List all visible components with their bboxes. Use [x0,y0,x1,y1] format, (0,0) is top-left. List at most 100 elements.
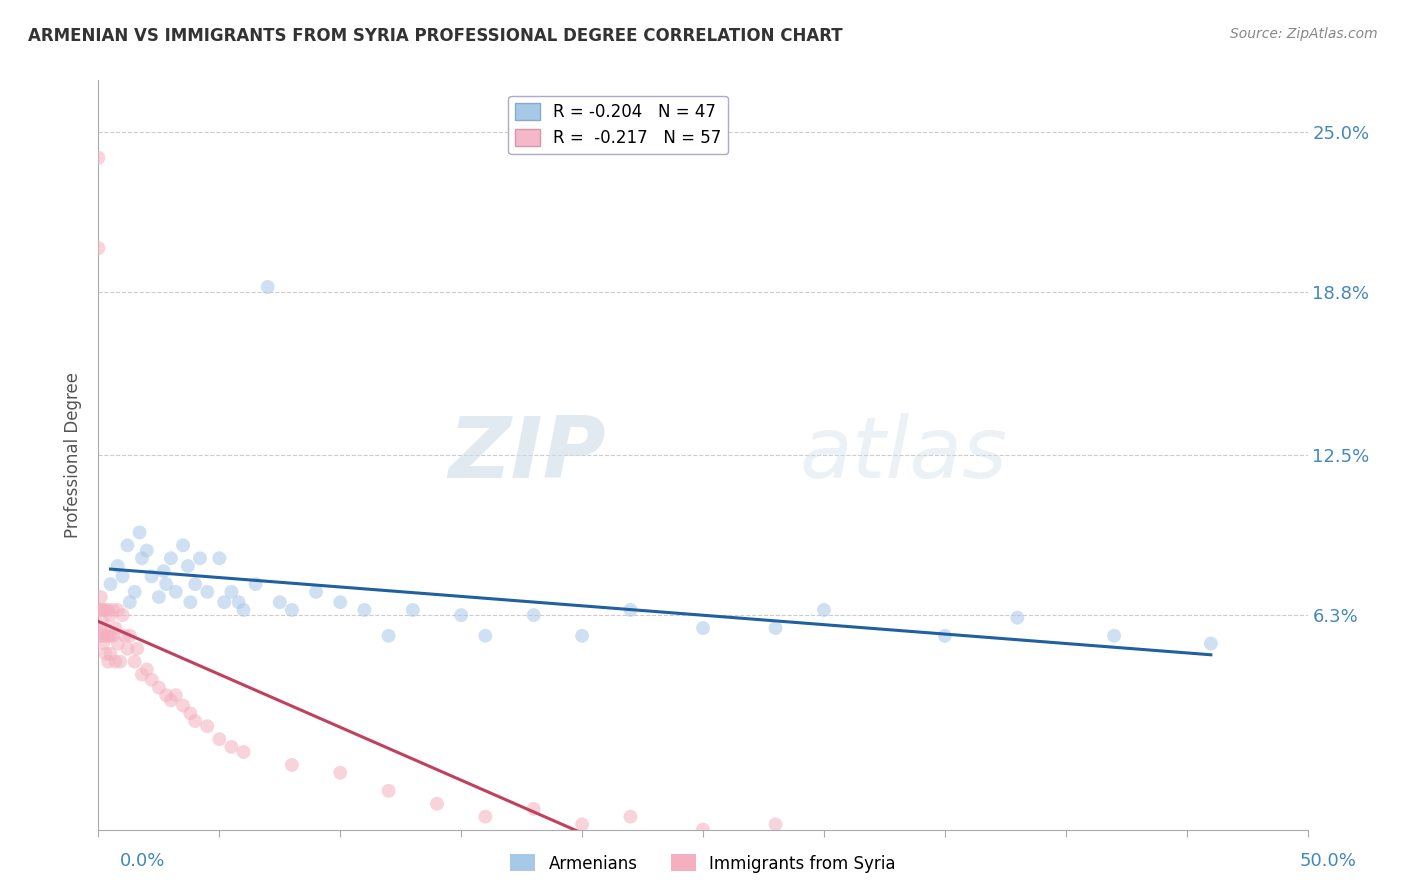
Point [184,714,207,728]
Point [1199,636,1222,650]
Point [91,603,114,617]
Point [101,603,124,617]
Point [523,608,546,623]
Point [228,595,250,609]
Text: ARMENIAN VS IMMIGRANTS FROM SYRIA PROFESSIONAL DEGREE CORRELATION CHART: ARMENIAN VS IMMIGRANTS FROM SYRIA PROFES… [28,27,842,45]
Point [117,641,139,656]
Point [118,629,141,643]
Legend: Armenians, Immigrants from Syria: Armenians, Immigrants from Syria [503,847,903,880]
Point [208,551,231,566]
Point [135,662,157,676]
Point [619,810,641,824]
Point [94,629,117,643]
Text: atlas: atlas [800,413,1008,497]
Point [571,817,593,831]
Point [172,538,194,552]
Point [94,647,117,661]
Point [1007,610,1029,624]
Point [128,525,150,540]
Point [107,603,129,617]
Point [232,603,254,617]
Point [91,629,114,643]
Legend: R = -0.204   N = 47, R =  -0.217   N = 57: R = -0.204 N = 47, R = -0.217 N = 57 [509,96,728,154]
Point [100,647,122,661]
Point [127,641,149,656]
Point [155,577,177,591]
Point [619,603,641,617]
Point [232,745,254,759]
Point [160,551,183,566]
Point [124,585,146,599]
Point [571,629,593,643]
Point [1102,629,1125,643]
Point [172,698,194,713]
Point [94,603,117,617]
Point [329,765,352,780]
Point [101,629,124,643]
Point [148,590,170,604]
Point [104,621,127,635]
Point [184,577,207,591]
Text: ZIP: ZIP [449,413,606,497]
Point [765,817,787,831]
Point [765,621,787,635]
Text: 0.0%: 0.0% [120,852,165,870]
Point [179,706,201,721]
Point [692,822,714,837]
Point [141,673,163,687]
Point [160,693,183,707]
Point [117,538,139,552]
Point [305,585,328,599]
Point [165,688,187,702]
Point [179,595,201,609]
Point [107,636,129,650]
Point [148,681,170,695]
Point [114,629,136,643]
Point [104,655,127,669]
Point [87,151,110,165]
Text: Source: ZipAtlas.com: Source: ZipAtlas.com [1230,27,1378,41]
Point [329,595,352,609]
Point [692,621,714,635]
Point [87,603,110,617]
Point [195,585,218,599]
Point [208,732,231,747]
Point [188,551,211,566]
Point [100,577,122,591]
Point [281,758,304,772]
Point [256,280,278,294]
Point [124,655,146,669]
Point [934,629,956,643]
Point [221,739,243,754]
Point [195,719,218,733]
Point [97,655,120,669]
Point [87,241,110,255]
Point [91,615,114,630]
Point [111,569,134,583]
Point [450,608,472,623]
Point [107,559,129,574]
Point [377,629,399,643]
Point [111,608,134,623]
Point [90,590,112,604]
Point [474,810,496,824]
Point [813,603,835,617]
Point [221,585,243,599]
Point [353,603,375,617]
Point [177,559,200,574]
Point [402,603,425,617]
Point [212,595,235,609]
Point [152,564,174,578]
Point [474,629,496,643]
Point [523,802,546,816]
Point [97,629,120,643]
Point [90,621,112,635]
Point [118,595,141,609]
Point [155,688,177,702]
Point [245,577,267,591]
Y-axis label: Professional Degree: Professional Degree [65,372,83,538]
Point [90,603,112,617]
Point [141,569,163,583]
Point [108,655,131,669]
Point [131,667,153,681]
